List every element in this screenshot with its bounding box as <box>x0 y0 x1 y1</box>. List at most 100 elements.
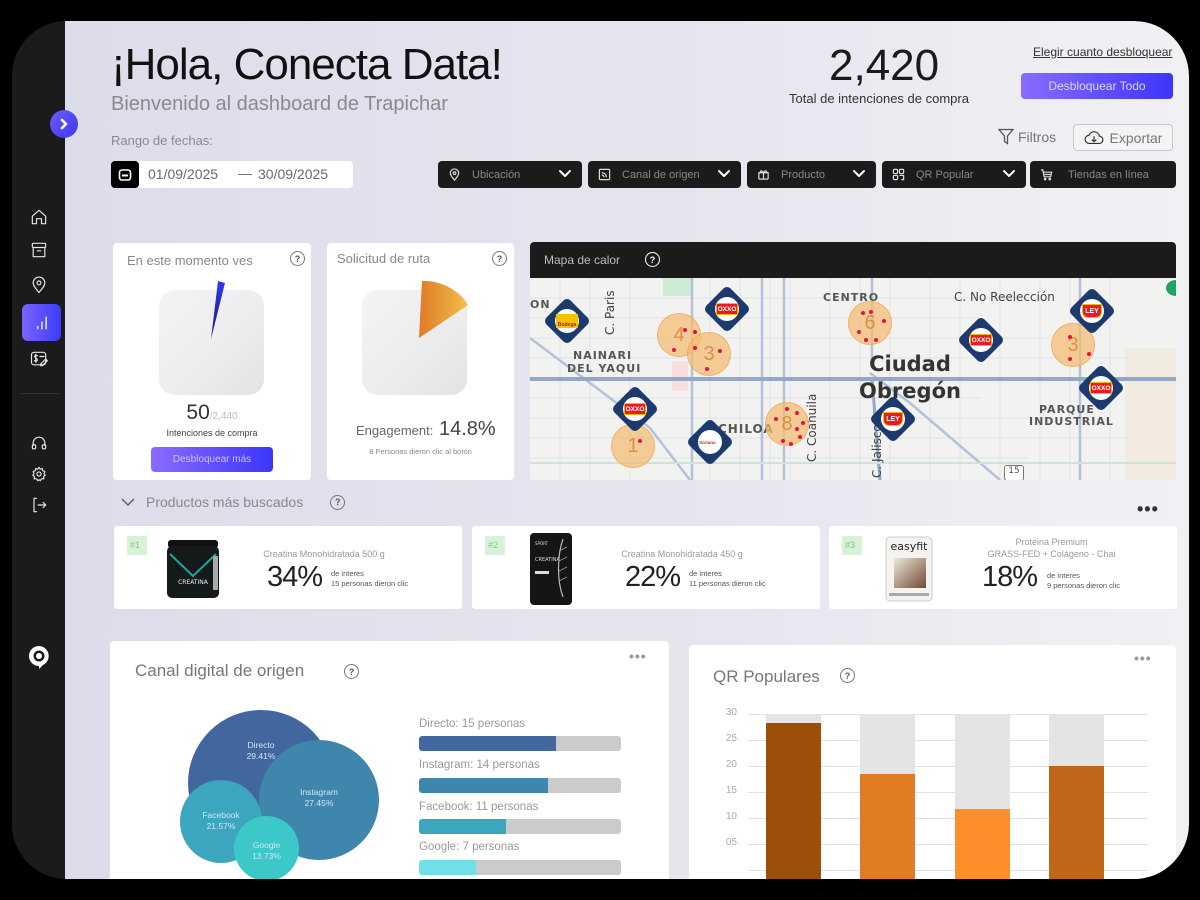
product-name: Proteina Premium GRASS-FED + Colágeno - C… <box>987 537 1116 559</box>
current-view-card: En este momento ves ? 50/2,440 Intencion… <box>113 243 311 480</box>
product-card[interactable]: #1 CREATINA Creatina Monohidratada 500 g… <box>114 526 462 609</box>
help-icon[interactable]: ? <box>840 668 855 683</box>
product-card[interactable]: #2 SPORT CREATINA Creatina Monohidratada… <box>472 526 820 609</box>
product-card[interactable]: #3 easyfit Proteina Premium GRASS-FED + C… <box>829 526 1177 609</box>
qr-bar-1[interactable] <box>766 714 821 879</box>
location-pin-icon <box>447 168 461 182</box>
more-options-button[interactable]: ••• <box>1134 650 1152 666</box>
heat-cluster[interactable]: 1 <box>611 424 655 468</box>
heat-dot <box>874 338 878 342</box>
qr-bar-2[interactable] <box>860 714 915 879</box>
heatmap-card[interactable]: Mapa de calor ? <box>530 242 1176 480</box>
product-image-proteina-easyfit: easyfit <box>885 536 933 602</box>
filter-ubicacion[interactable]: Ubicación <box>438 161 582 188</box>
card-title: QR Populares <box>713 667 820 686</box>
card-title: Solicitud de ruta <box>337 251 431 266</box>
channel-bar-google[interactable] <box>419 860 621 875</box>
more-options-button[interactable]: ••• <box>629 648 647 664</box>
unlock-all-button[interactable]: Desbloquear Todo <box>1021 73 1173 99</box>
map-label-del-yaqui: DEL YAQUI <box>567 362 642 375</box>
product-percentage: 22% <box>625 561 681 593</box>
support-headset-icon[interactable] <box>26 430 52 456</box>
date-to[interactable]: 30/09/2025 <box>258 166 329 182</box>
heat-dot <box>795 427 799 431</box>
heat-dot <box>683 328 687 332</box>
heat-dot <box>785 407 789 411</box>
expand-sidebar-button[interactable] <box>50 110 78 138</box>
heat-dot <box>672 348 676 352</box>
view-count-total: /2,440 <box>209 411 238 422</box>
calendar-icon[interactable] <box>111 161 139 188</box>
filters-label: Filtros <box>1018 128 1057 145</box>
qr-bar-3[interactable] <box>955 714 1010 879</box>
heat-cluster[interactable]: 3 <box>687 332 731 376</box>
top-products-header[interactable]: Productos más buscados ? <box>121 494 346 510</box>
export-button[interactable]: Exportar <box>1073 124 1173 151</box>
engagement-value: 14.8% <box>439 418 496 440</box>
heat-dot <box>798 435 802 439</box>
gridline <box>748 818 1148 819</box>
total-intentions-value: 2,420 <box>829 41 940 90</box>
heat-cluster[interactable]: 3 <box>1051 323 1095 367</box>
help-icon[interactable]: ? <box>290 251 305 266</box>
heat-cluster[interactable]: 6 <box>848 301 892 345</box>
product-image-creatina-500: CREATINA <box>167 540 219 598</box>
logout-icon[interactable] <box>26 492 52 518</box>
filter-label: Tiendas en línea <box>1068 168 1149 181</box>
qr-popular-card: QR Populares ? ••• 30 25 20 15 10 05 <box>689 645 1176 879</box>
app-logo-icon[interactable] <box>27 644 51 670</box>
home-icon[interactable] <box>26 204 52 230</box>
archive-icon[interactable] <box>26 237 52 263</box>
bubble-google[interactable]: Google 13.73% <box>234 816 299 879</box>
channel-bar-directo[interactable] <box>419 736 621 751</box>
gridline <box>748 870 1148 871</box>
date-range-label: Rango de fechas: <box>111 133 213 148</box>
filter-producto[interactable]: Producto <box>747 161 876 188</box>
channel-bar-instagram[interactable] <box>419 778 621 793</box>
sidebar-item-analytics[interactable] <box>22 304 61 341</box>
gridline <box>748 714 1148 715</box>
location-icon[interactable] <box>26 272 52 298</box>
top-products-more-button[interactable]: ••• <box>1137 499 1159 519</box>
svg-text:CREATINA: CREATINA <box>178 579 209 586</box>
help-icon[interactable]: ? <box>492 251 507 266</box>
bar-label: Instagram: 14 personas <box>419 759 540 771</box>
export-label: Exportar <box>1109 129 1163 146</box>
heat-dot <box>857 330 861 334</box>
date-range-picker[interactable]: 01/09/2025 — 30/09/2025 <box>111 161 353 188</box>
heat-dot <box>781 439 785 443</box>
route-15-shield: 15 <box>1004 465 1024 480</box>
total-intentions-label: Total de intenciones de compra <box>789 91 969 106</box>
gridline <box>748 844 1148 845</box>
app-frame: ¡Hola, Conecta Data! Bienvenido al dashb… <box>12 21 1189 879</box>
qr-bar-4[interactable] <box>1049 714 1104 879</box>
help-icon[interactable]: ? <box>645 252 660 267</box>
bar-label: Directo: 15 personas <box>419 718 526 730</box>
heat-dot <box>861 311 865 315</box>
help-icon[interactable]: ? <box>344 664 359 679</box>
product-stats: de interes 15 personas dieron clic <box>331 569 409 589</box>
filter-canal-origen[interactable]: Canal de origen <box>588 161 741 188</box>
unlock-more-button[interactable]: Desbloquear más <box>151 447 273 472</box>
filter-label: Ubicación <box>472 168 521 181</box>
help-icon[interactable]: ? <box>330 494 346 510</box>
price-edit-icon[interactable] <box>26 346 52 372</box>
y-tick: 10 <box>725 811 737 822</box>
svg-text:SPORT: SPORT <box>535 541 549 546</box>
package-icon <box>756 168 770 182</box>
map-label-centro: CENTRO <box>823 291 880 304</box>
date-from[interactable]: 01/09/2025 <box>148 166 219 182</box>
engagement-label: Engagement: <box>356 423 434 438</box>
map-label-cochiloa: CHILOA <box>718 422 774 436</box>
settings-gear-icon[interactable] <box>26 461 52 487</box>
filter-qr-popular[interactable]: QR Popular <box>882 161 1026 188</box>
filter-tiendas-en-linea[interactable]: Tiendas en línea <box>1030 161 1176 188</box>
channel-bar-facebook[interactable] <box>419 819 621 834</box>
bar-label: Facebook: 11 personas <box>419 801 539 813</box>
heat-dot <box>789 442 793 446</box>
choose-unlock-link[interactable]: Elegir cuanto desbloquear <box>1033 45 1173 59</box>
heat-dot <box>864 338 868 342</box>
sidebar <box>12 21 65 879</box>
y-tick: 15 <box>725 785 737 796</box>
filters-button[interactable]: Filtros <box>998 128 1056 145</box>
